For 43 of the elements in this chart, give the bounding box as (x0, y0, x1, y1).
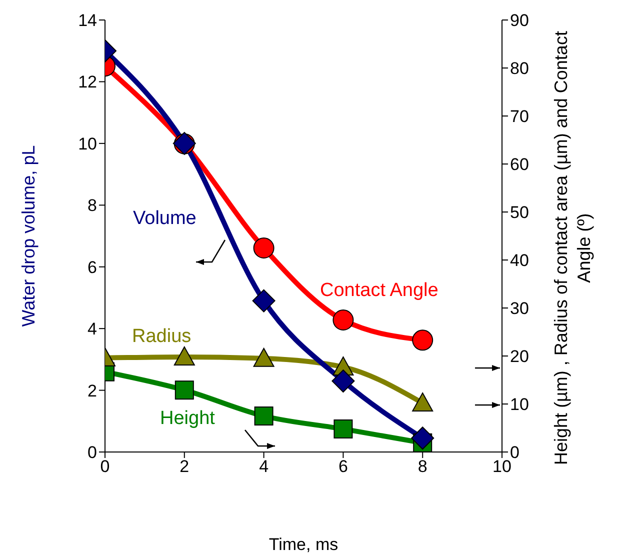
point (253, 238, 274, 258)
y2-tick-label: 80 (510, 59, 529, 78)
y2-tick-label: 40 (510, 251, 529, 270)
point (412, 392, 434, 412)
y-tick-label: 10 (78, 134, 97, 154)
point (332, 370, 355, 393)
x-axis-title: Time, ms (268, 535, 338, 554)
y-tick-label: 2 (88, 381, 97, 400)
y-tick-label: 0 (88, 443, 97, 462)
x-tick-label: 4 (259, 457, 269, 476)
series-label: Volume (133, 208, 196, 230)
x-tick-label: 2 (180, 457, 190, 476)
point (174, 380, 194, 400)
y2-tick-label: 70 (510, 107, 529, 126)
point (411, 426, 434, 450)
y-tick-label: 14 (78, 11, 97, 30)
y2-tick-label: 10 (510, 395, 529, 414)
point (252, 289, 276, 312)
series-label: Contact Angle (320, 280, 438, 302)
y2-tick-label: 20 (510, 347, 529, 366)
y-tick-label: 4 (88, 320, 97, 339)
y2-tick-label: 90 (510, 11, 529, 30)
y-tick-label: 6 (88, 258, 97, 277)
series-label: Radius (132, 326, 192, 348)
y2-tick-label: 30 (510, 299, 529, 318)
y2-tick-label: 0 (510, 443, 520, 462)
x-tick-label: 6 (338, 457, 348, 476)
x-tick-label: 0 (100, 457, 110, 476)
point (254, 406, 274, 426)
x-tick-label: 10 (492, 457, 512, 476)
y-tick-label: 12 (78, 72, 97, 92)
series-label: Height (160, 408, 215, 430)
point (253, 348, 274, 367)
point (332, 310, 354, 330)
y2-axis-title: Height (µm) , Radius of contact area (µm) and Contact Angle (º) (550, 30, 595, 467)
point (174, 346, 195, 366)
point (334, 419, 353, 438)
y-tick-label: 8 (88, 196, 97, 216)
y-axis-title: Water drop volume, pL (18, 145, 38, 327)
y2-tick-label: 50 (510, 203, 529, 222)
y2-tick-label: 60 (510, 155, 529, 174)
point (412, 330, 434, 351)
x-tick-label: 8 (418, 457, 428, 476)
